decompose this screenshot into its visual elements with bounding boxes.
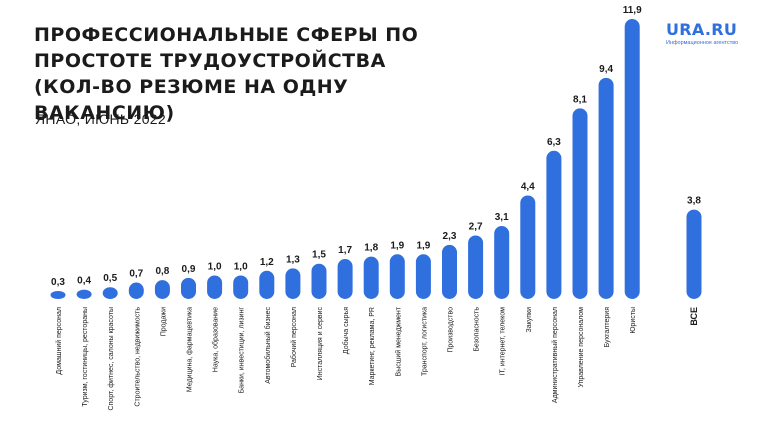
category-label-0: Домашний персонал	[55, 307, 63, 375]
value-label-13: 1,9	[390, 240, 404, 251]
chart-title: ПРОФЕССИОНАЛЬНЫЕ СФЕРЫ ПО ПРОСТОТЕ ТРУДО…	[34, 24, 419, 124]
category-label-total: ВСЕ	[689, 307, 699, 326]
bar-7	[233, 275, 249, 299]
value-label-total: 3,8	[687, 196, 701, 207]
brand-logo: URA.RU Информационное агентство	[666, 20, 738, 46]
value-label-9: 1,3	[286, 254, 300, 265]
value-label-8: 1,2	[260, 257, 274, 268]
bar-13	[389, 254, 405, 299]
category-label-18: Закупки	[526, 307, 533, 333]
category-label-16: Безопасность	[474, 307, 481, 352]
category-label-13: Высший менеджмент	[394, 306, 402, 376]
bar-8	[259, 270, 275, 299]
bar-4	[154, 280, 170, 299]
category-label-19: Административный персонал	[551, 307, 559, 403]
value-label-16: 2,7	[469, 221, 483, 232]
bar-15	[442, 244, 457, 299]
category-label-21: Бухгалтерия	[604, 307, 611, 348]
category-label-20: Управление персоналом	[578, 307, 585, 388]
logo-name: URA.RU	[666, 20, 738, 39]
value-label-4: 0,8	[155, 266, 169, 277]
value-label-14: 1,9	[416, 240, 430, 251]
bar-14	[415, 254, 431, 299]
bar-1	[76, 289, 92, 299]
category-label-15: Производство	[448, 307, 455, 353]
category-label-11: Добыча сырья	[342, 307, 350, 354]
category-label-4: Продажи	[160, 307, 167, 336]
bar-10	[311, 263, 327, 299]
value-label-17: 3,1	[495, 212, 509, 223]
bar-18	[520, 195, 536, 299]
bar-17	[494, 226, 510, 299]
value-label-15: 2,3	[443, 231, 457, 242]
bar-22	[624, 19, 640, 299]
category-label-3: Строительство, недвижимость	[134, 307, 141, 407]
value-label-6: 1,0	[208, 261, 222, 272]
category-label-17: IT, интернет, телеком	[500, 307, 507, 376]
category-label-1: Туризм, гостиницы, рестораны	[82, 307, 89, 407]
value-label-21: 9,4	[599, 64, 613, 75]
chart-subtitle: ЯНАО, ИЮНЬ 2022	[35, 111, 166, 127]
value-label-10: 1,5	[312, 250, 326, 261]
category-label-22: Юристы	[630, 307, 637, 334]
category-label-6: Наука, образование	[212, 307, 220, 372]
bar-6	[207, 275, 223, 299]
logo-tagline: Информационное агентство	[666, 40, 739, 46]
category-label-7: Банки, инвестиции, лизинг	[239, 307, 246, 394]
category-label-10: Инсталляция и сервис	[317, 307, 324, 381]
category-label-14: Транспорт, логистика	[421, 307, 428, 376]
category-label-9: Рабочий персонал	[290, 307, 298, 367]
bar-12	[363, 256, 379, 299]
value-label-18: 4,4	[521, 181, 535, 192]
bar-19	[546, 150, 562, 299]
value-label-12: 1,8	[364, 243, 378, 254]
value-label-20: 8,1	[573, 94, 587, 105]
value-label-7: 1,0	[234, 261, 248, 272]
bar-16	[468, 235, 484, 299]
bar-11	[337, 259, 353, 299]
bar-0	[50, 291, 66, 299]
category-label-2: Спорт, фитнес, салоны красоты	[108, 307, 115, 411]
value-label-5: 0,9	[182, 264, 196, 275]
value-label-3: 0,7	[129, 269, 143, 280]
bar-21	[598, 77, 614, 299]
category-label-5: Медицина, фармацевтика	[187, 307, 194, 392]
bar-3	[128, 282, 144, 299]
value-label-22: 11,9	[623, 5, 642, 16]
category-label-12: Маркетинг, реклама, PR	[369, 307, 376, 385]
category-label-8: Автомобильный бизнес	[264, 307, 272, 384]
bar-5	[181, 277, 196, 299]
value-label-2: 0,5	[103, 273, 117, 284]
value-label-11: 1,7	[338, 245, 352, 256]
bar-2	[102, 287, 118, 299]
bar-20	[572, 108, 588, 299]
value-label-1: 0,4	[77, 276, 91, 287]
value-label-0: 0,3	[51, 277, 65, 288]
value-label-19: 6,3	[547, 137, 561, 148]
bar-9	[285, 268, 301, 299]
bar-total	[686, 209, 702, 299]
